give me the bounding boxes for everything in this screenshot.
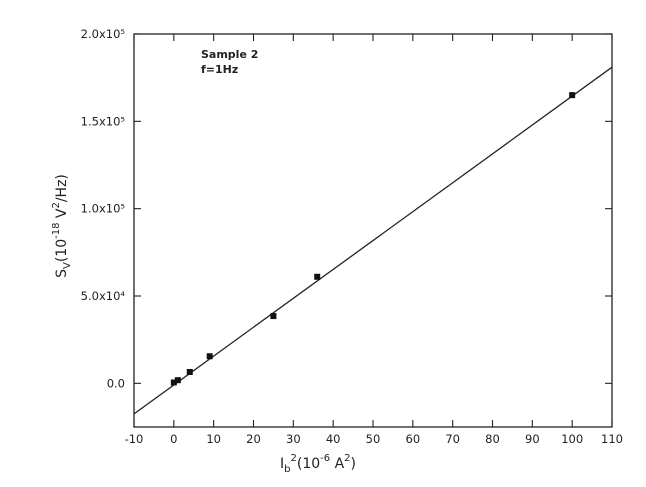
x-tick-label: -10 [125, 432, 144, 446]
x-tick-label: 10 [206, 432, 221, 446]
x-tick-label: 100 [561, 432, 583, 446]
x-tick-label: 0 [170, 432, 177, 446]
y-tick-label: 5.0x10⁴ [81, 289, 126, 303]
annotation-sample: Sample 2 [201, 48, 258, 61]
data-point [186, 368, 193, 375]
x-axis-title: Ib2(10-6 A2) [280, 453, 356, 475]
x-tick-label: 70 [445, 432, 460, 446]
data-point [569, 92, 576, 99]
x-tick-label: 30 [286, 432, 301, 446]
data-point [206, 353, 213, 360]
data-point [174, 377, 181, 384]
x-tick-label: 20 [246, 432, 261, 446]
plot-frame [133, 33, 613, 428]
fit-line [133, 66, 613, 415]
annotation-frequency: f=1Hz [201, 63, 238, 76]
x-tick-label: 50 [366, 432, 381, 446]
y-axis-title: SV(10-18 V2/Hz) [51, 174, 73, 278]
x-tick-label: 90 [525, 432, 540, 446]
data-point [170, 379, 177, 386]
data-points-group [170, 92, 576, 386]
y-tick-label: 2.0x10⁵ [81, 27, 126, 41]
x-tick-label: 110 [601, 432, 623, 446]
x-tick-label: 40 [326, 432, 341, 446]
x-tick-label: 60 [406, 432, 421, 446]
fit-line-group [133, 66, 613, 415]
axes-group [133, 33, 613, 428]
x-tick-label: 80 [485, 432, 500, 446]
y-tick-label: 0.0 [107, 376, 125, 390]
y-tick-label: 1.5x10⁵ [81, 114, 126, 128]
y-tick-label: 1.0x10⁵ [81, 202, 126, 216]
data-point [270, 313, 277, 320]
data-point [314, 273, 321, 280]
ticks-group: -10 0 10 20 30 40 50 60 70 80 90 100 110 0.0 5.0x10⁴ 1.… [81, 27, 623, 446]
